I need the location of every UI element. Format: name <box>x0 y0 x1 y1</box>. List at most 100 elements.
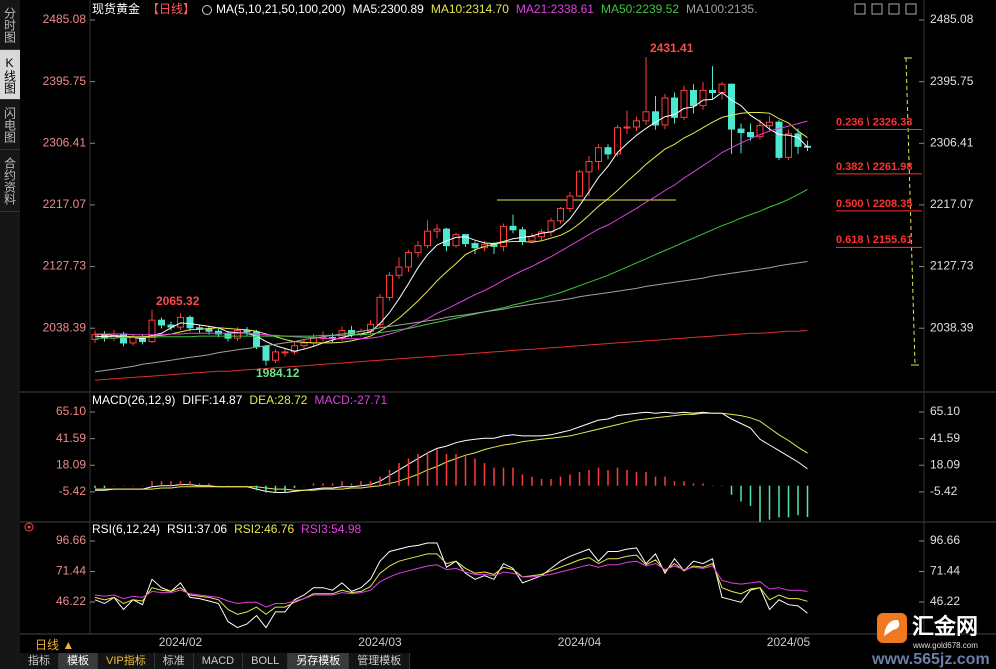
bottom-tab[interactable]: MACD <box>194 653 244 669</box>
candle-body <box>690 89 697 107</box>
histogram-bar <box>350 483 353 486</box>
bottom-tab[interactable]: 另存模板 <box>288 653 350 669</box>
panel-icon[interactable] <box>24 522 34 532</box>
y-tick-label: 2306.41 <box>43 135 87 149</box>
watermark-site: www.gold678.com <box>912 641 978 650</box>
histogram-bar <box>730 485 733 495</box>
candle-body <box>519 229 526 242</box>
histogram-bar <box>388 469 391 486</box>
sidebar-tab[interactable]: 合约资料 <box>0 150 20 212</box>
bottom-tab[interactable]: 标准 <box>155 653 194 669</box>
candle-body <box>775 121 783 158</box>
histogram-bar <box>341 481 343 486</box>
histogram-bar <box>645 472 647 486</box>
y-tick-label: 2038.39 <box>930 320 974 334</box>
candle-body <box>215 330 222 335</box>
candle-body <box>766 121 773 127</box>
candle-body <box>576 171 583 197</box>
y-tick-label: 46.22 <box>56 594 86 608</box>
candle-body <box>414 245 422 254</box>
candle-body <box>262 345 270 361</box>
histogram-bar <box>759 485 761 522</box>
histogram-bar <box>160 481 163 486</box>
candle-body <box>205 328 213 332</box>
extreme-label: 2065.32 <box>156 294 200 308</box>
series-line <box>95 412 808 491</box>
histogram-bar <box>797 485 799 516</box>
extreme-label: 2431.41 <box>650 41 694 55</box>
candle-body <box>291 345 298 353</box>
y-tick-label: 2217.07 <box>43 197 87 211</box>
sidebar-tab[interactable]: 闪电图 <box>0 100 20 150</box>
candle-body <box>462 234 469 245</box>
bottom-tab[interactable]: BOLL <box>243 653 289 669</box>
y-tick-label: 2217.07 <box>930 197 974 211</box>
logo-mark <box>884 619 900 636</box>
extreme-label: 1984.12 <box>256 366 300 380</box>
fib-label: 0.500 \ 2208.35 <box>836 198 912 210</box>
candle-body <box>557 207 564 222</box>
legend-entry: DEA:28.72 <box>249 393 307 407</box>
candle-body <box>186 316 194 329</box>
candle-body <box>234 330 241 339</box>
histogram-bar <box>322 483 324 486</box>
candle-body <box>785 133 792 158</box>
histogram-bar <box>483 463 486 486</box>
bottom-tab[interactable]: VIP指标 <box>98 653 155 669</box>
histogram-bar <box>113 485 115 487</box>
bottom-tab[interactable]: 模板 <box>59 653 98 669</box>
candle-body <box>680 89 688 118</box>
indicator-label: MA(5,10,21,50,100,200) <box>216 2 345 16</box>
histogram-bar <box>407 458 410 486</box>
candle-body <box>642 111 650 122</box>
y-tick-label: 41.59 <box>56 431 86 445</box>
candle-body <box>424 230 431 247</box>
fib-label: 0.618 \ 2155.61 <box>836 234 912 246</box>
fib-guide <box>905 57 916 366</box>
histogram-bar <box>284 485 286 493</box>
x-tick-label: 2024/04 <box>558 635 602 649</box>
histogram-bar <box>455 454 457 486</box>
y-tick-label: 41.59 <box>930 431 960 445</box>
candle-body <box>386 274 393 298</box>
histogram-bar <box>360 481 362 486</box>
period-label: 【日线】 <box>147 2 195 16</box>
period-button[interactable]: 日线 ▲ <box>35 638 75 652</box>
histogram-bar <box>474 458 476 486</box>
candle-body <box>509 225 517 231</box>
histogram-bar <box>702 483 704 486</box>
candle-body <box>756 125 764 138</box>
candle-body <box>671 97 678 118</box>
candle-body <box>443 228 450 247</box>
histogram-bar <box>369 481 372 486</box>
histogram-bar <box>227 485 229 487</box>
sidebar-tab[interactable]: 分时图 <box>0 0 20 50</box>
bottom-tab[interactable]: 指标 <box>20 653 59 669</box>
series-line <box>94 330 808 381</box>
candle-body <box>709 89 716 94</box>
series-line <box>94 560 808 608</box>
candle-body <box>177 316 184 328</box>
histogram-bar <box>426 451 429 486</box>
y-tick-label: 65.10 <box>930 404 960 418</box>
histogram-bar <box>312 483 315 486</box>
candle-body <box>614 127 621 155</box>
histogram-bar <box>103 485 106 488</box>
sidebar-tab[interactable]: K线图 <box>0 50 20 100</box>
legend-entry: RSI1:37.06 <box>167 522 227 536</box>
histogram-bar <box>198 483 201 486</box>
histogram-bar <box>721 485 723 487</box>
histogram-bar <box>236 485 239 487</box>
histogram-bar <box>170 481 172 486</box>
histogram-bar <box>246 485 248 487</box>
fib-label: 0.236 \ 2326.33 <box>836 116 912 128</box>
candle-body <box>623 126 631 129</box>
toolbar-icons[interactable] <box>854 3 917 15</box>
histogram-bar <box>417 454 419 486</box>
series-line <box>95 188 808 339</box>
histogram-bar <box>692 483 695 486</box>
series-line <box>94 542 808 629</box>
candle-body <box>367 323 374 332</box>
histogram-bar <box>132 485 134 487</box>
bottom-tab[interactable]: 管理模板 <box>349 653 411 669</box>
